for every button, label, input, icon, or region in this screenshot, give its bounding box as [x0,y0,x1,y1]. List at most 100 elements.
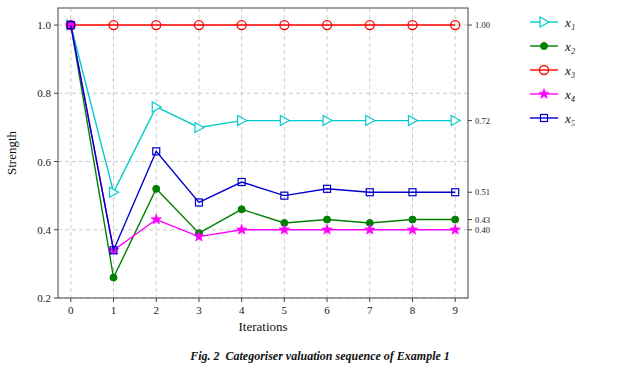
y2-tick-label: 1.00 [475,20,490,30]
x-tick-label: 4 [239,304,245,316]
chart-container: 01234567890.20.40.60.81.01.000.720.510.4… [0,0,640,370]
point [281,192,288,199]
y2-tick-label: 0.40 [475,225,490,235]
y2-tick [468,25,472,26]
y-tick-label: 0.6 [37,156,51,168]
point [238,179,245,186]
point [450,224,460,234]
x-tick [70,298,71,302]
point [152,21,161,30]
y2-tick [468,192,472,193]
legend-swatch [530,117,558,118]
y-tick-label: 0.4 [37,224,51,236]
legend-marker [540,66,549,75]
point [110,274,117,281]
x-tick [284,298,285,302]
x-tick [455,298,456,302]
grid-line-x [113,8,114,298]
series [67,20,460,197]
series-line [71,25,455,250]
point [195,122,204,132]
x-tick-label: 3 [196,304,202,316]
point [324,216,331,223]
y-tick-label: 1.0 [37,19,51,31]
point [67,22,74,29]
x-tick-label: 7 [367,304,373,316]
point [323,116,332,126]
legend-label: x₄ [564,87,576,102]
x-tick-label: 8 [410,304,416,316]
point [194,21,203,30]
y-tick [54,229,58,230]
legend-label: x₃ [564,63,575,78]
chart-title: Fig. 2 Categoriser valuation sequence of… [189,349,450,363]
point [365,21,374,30]
grid-line-x [70,8,71,298]
series-line [71,25,455,192]
x-tick-label: 2 [153,304,159,316]
chart: 01234567890.20.40.60.81.01.000.720.510.4… [0,0,640,370]
x-tick [113,298,114,302]
y2-tick [468,229,472,230]
y-tick [54,298,58,299]
point [236,224,246,234]
point [365,224,375,234]
point [408,116,417,126]
y-tick [54,161,58,162]
y2-tick-label: 0.51 [475,187,490,197]
point [409,189,416,196]
x-tick-label: 1 [111,304,117,316]
y2-tick-label: 0.72 [475,116,490,126]
point [194,231,204,241]
y-tick [54,25,58,26]
point [407,224,417,234]
point [324,185,331,192]
x-tick [198,298,199,302]
point [322,224,332,234]
point [152,102,161,112]
legend-marker [541,115,548,122]
point [409,216,416,223]
x-axis-label: Iterations [238,319,287,334]
x-tick [327,298,328,302]
point [452,216,459,223]
x-tick-label: 9 [452,304,458,316]
point [238,116,247,126]
y2-tick [468,120,472,121]
legend-item: x₁ [530,15,575,30]
legend: x₁ x₂ x₃ x₄ x₅ [530,15,576,126]
grid-line-y [58,25,468,26]
series-line [71,25,455,277]
point [151,214,161,224]
legend-label: x₁ [564,15,575,30]
grid [58,8,468,298]
point [280,21,289,30]
y2-tick-label: 0.43 [475,215,490,225]
legend-marker [539,89,549,99]
series [67,22,458,254]
point [238,206,245,213]
legend-marker [541,43,548,50]
series [66,21,459,30]
grid-line-x [327,8,328,298]
legend-swatch [530,69,558,70]
point [366,116,375,126]
grid-line-y [58,161,468,162]
series [66,20,461,255]
y-tick [54,93,58,94]
point [237,21,246,30]
x-tick [412,298,413,302]
point [366,189,373,196]
grid-line-x [241,8,242,298]
grid-line-y [58,93,468,94]
legend-marker [540,17,549,27]
grid-line-x [455,8,456,298]
legend-item: x₃ [530,63,575,78]
point [110,187,119,197]
legend-item: x₂ [530,39,576,54]
legend-label: x₅ [564,111,575,126]
y-tick-label: 0.2 [37,292,51,304]
point [323,21,332,30]
plot-background [58,8,468,298]
point [279,224,289,234]
